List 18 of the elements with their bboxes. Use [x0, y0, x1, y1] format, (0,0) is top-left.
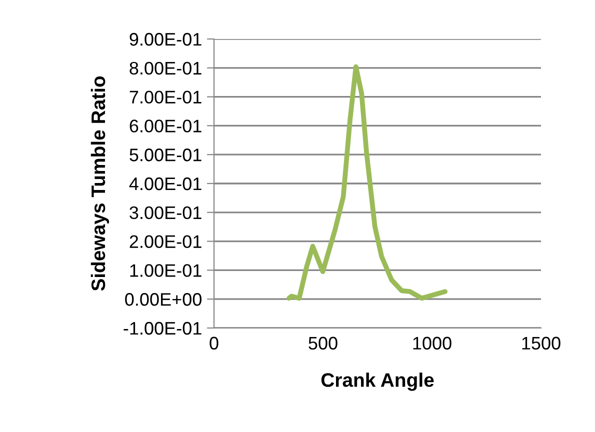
line-series — [286, 64, 448, 301]
y-tick-label: 0.00E+00 — [125, 293, 202, 306]
y-tick-label: 8.00E-01 — [130, 62, 202, 75]
y-tick-label: 5.00E-01 — [130, 148, 202, 162]
x-tick-label: 1000 — [413, 336, 452, 350]
x-axis-title: Crank Angle — [321, 372, 434, 391]
y-tick-label: -1.00E-01 — [124, 322, 202, 335]
y-tick-label: 2.00E-01 — [130, 235, 202, 248]
x-tick-label: 0 — [210, 336, 218, 350]
y-tick-label: 6.00E-01 — [130, 120, 202, 132]
y-tick-label: 4.00E-01 — [129, 177, 202, 190]
y-tick-label: 7.00E-01 — [130, 90, 202, 104]
y-axis-title: Sideways Tumble Ratio — [90, 76, 110, 291]
x-tick-label: 500 — [308, 336, 338, 350]
y-tick-label: 9.00E-01 — [130, 32, 202, 46]
y-tick-label: 1.00E-01 — [130, 264, 202, 277]
x-tick-label: 1500 — [522, 336, 560, 350]
y-tick-label: 3.00E-01 — [130, 206, 202, 220]
